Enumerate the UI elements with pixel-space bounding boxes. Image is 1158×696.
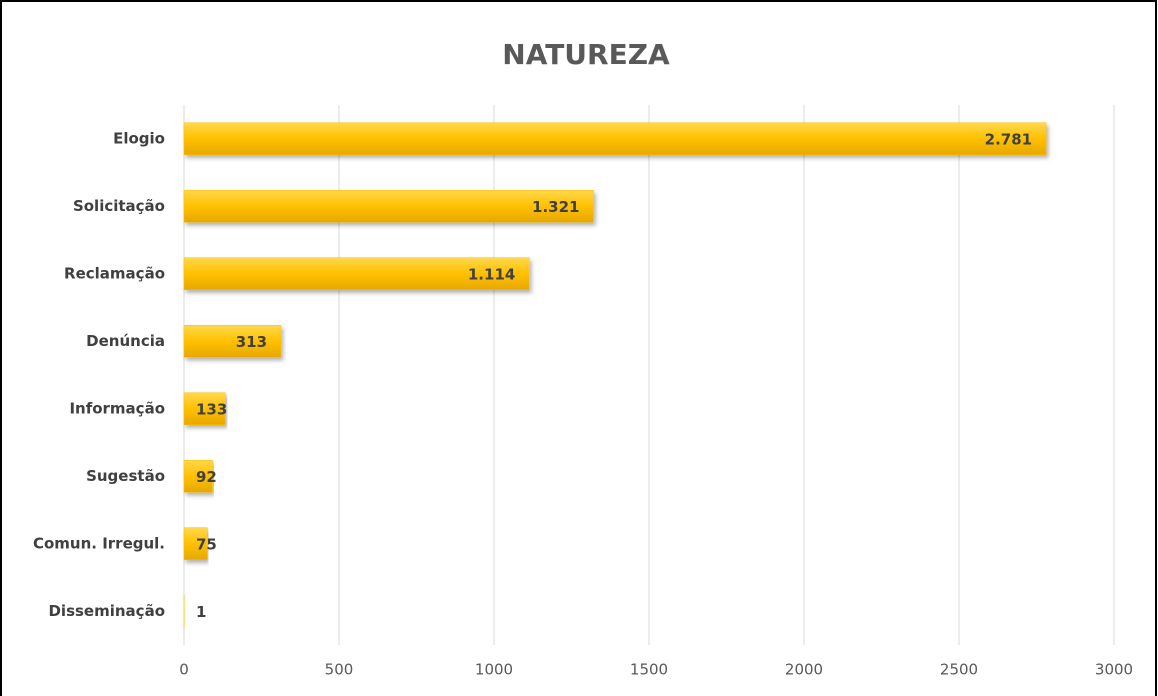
bar — [183, 392, 226, 425]
bar — [183, 527, 208, 560]
x-tick-label: 500 — [325, 661, 354, 679]
value-label: 1.114 — [468, 265, 515, 283]
chart-title: NATUREZA — [502, 38, 670, 71]
value-label: 1.321 — [532, 198, 579, 216]
bar — [183, 122, 1047, 155]
value-label: 1 — [196, 603, 206, 621]
value-label: 75 — [196, 535, 217, 553]
x-tick-label: 0 — [179, 661, 189, 679]
y-tick-label: Reclamação — [64, 264, 165, 282]
bar — [183, 460, 213, 493]
x-tick-label: 3000 — [1095, 661, 1133, 679]
y-tick-label: Disseminação — [48, 602, 165, 620]
x-tick-label: 2500 — [940, 661, 978, 679]
bar — [183, 257, 530, 290]
value-label: 2.781 — [985, 130, 1032, 148]
y-tick-label: Comun. Irregul. — [33, 534, 165, 552]
y-tick-label: Informação — [69, 399, 165, 417]
bar — [183, 190, 594, 223]
value-label: 92 — [196, 468, 217, 486]
y-tick-label: Solicitação — [73, 197, 165, 215]
x-tick-label: 2000 — [785, 661, 823, 679]
bar — [183, 325, 282, 358]
value-label: 133 — [196, 400, 227, 418]
x-tick-label: 1500 — [630, 661, 668, 679]
value-label: 313 — [236, 333, 267, 351]
y-tick-label: Denúncia — [86, 332, 165, 350]
x-tick-label: 1000 — [475, 661, 513, 679]
y-tick-label: Elogio — [113, 129, 165, 147]
y-tick-label: Sugestão — [86, 467, 165, 485]
